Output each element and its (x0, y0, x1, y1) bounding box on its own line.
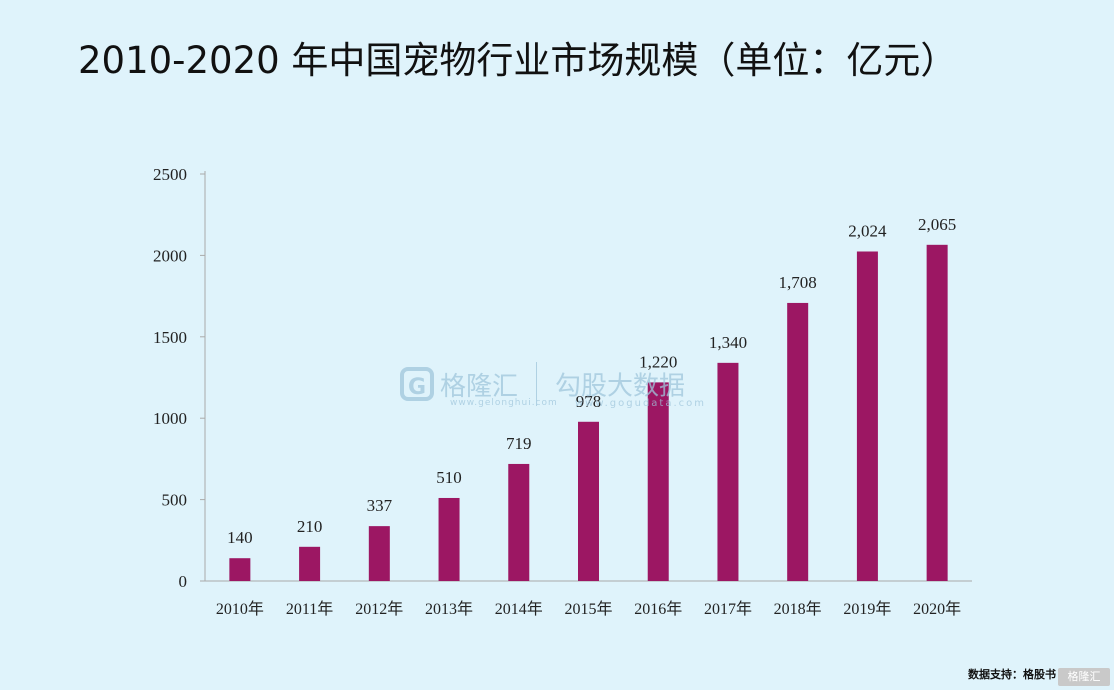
data-label: 1,708 (779, 273, 817, 292)
bar (717, 362, 739, 581)
bar (787, 302, 809, 581)
bar (508, 463, 530, 581)
y-tick-label: 1000 (153, 409, 187, 428)
x-tick-label: 2018年 (774, 600, 822, 618)
data-label: 719 (506, 434, 532, 453)
y-tick-label: 0 (179, 572, 188, 591)
y-tick-label: 2500 (153, 165, 187, 184)
data-label: 210 (297, 517, 323, 536)
x-tick-label: 2011年 (286, 600, 333, 618)
x-tick-label: 2016年 (634, 600, 682, 618)
bar (438, 497, 460, 581)
x-tick-label: 2014年 (495, 600, 543, 618)
gelonghui-logo-icon: G (400, 367, 434, 401)
data-label: 1,340 (709, 333, 747, 352)
data-label: 1,220 (639, 352, 677, 371)
data-label: 2,024 (848, 221, 887, 240)
watermark-divider (536, 362, 538, 406)
corner-logo-icon: 格隆汇 (1058, 668, 1110, 686)
data-label: 978 (576, 392, 602, 411)
bar (368, 526, 390, 581)
data-label: 510 (436, 468, 462, 487)
x-tick-label: 2012年 (355, 600, 403, 618)
watermark-name: 格隆汇 (440, 371, 519, 402)
x-tick-label: 2010年 (216, 600, 264, 618)
bar (229, 558, 251, 581)
watermark-url2: www.gogudata.com (575, 398, 707, 409)
data-label: 140 (227, 528, 253, 547)
x-tick-label: 2020年 (913, 600, 961, 618)
y-tick-label: 500 (162, 491, 188, 510)
bar (647, 382, 669, 581)
x-tick-label: 2019年 (843, 600, 891, 618)
bar (578, 421, 599, 581)
x-tick-label: 2017年 (704, 600, 752, 618)
bar (856, 251, 878, 581)
watermark-name2: 勾股大数据 (555, 371, 686, 402)
bar (299, 546, 321, 581)
x-tick-label: 2015年 (564, 600, 612, 618)
source-note: 数据支持：格股书 (968, 668, 1056, 681)
chart-title: 2010-2020 年中国宠物行业市场规模（单位：亿元） (78, 39, 958, 82)
watermark: G 格隆汇 勾股大数据 www.gelonghui.com www.gogudata… (400, 362, 704, 409)
data-label: 337 (367, 496, 393, 515)
bar (926, 244, 948, 581)
y-tick-label: 1500 (153, 328, 187, 347)
y-tick-label: 2000 (153, 246, 187, 265)
watermark-url: www.gelonghui.com (450, 398, 558, 408)
data-label: 2,065 (918, 215, 956, 234)
x-tick-label: 2013年 (425, 600, 473, 618)
bars-group (229, 244, 948, 581)
labels-group: 140 2010年 210 2011年 337 2012年 510 2013年 719 2014年… (216, 215, 961, 618)
